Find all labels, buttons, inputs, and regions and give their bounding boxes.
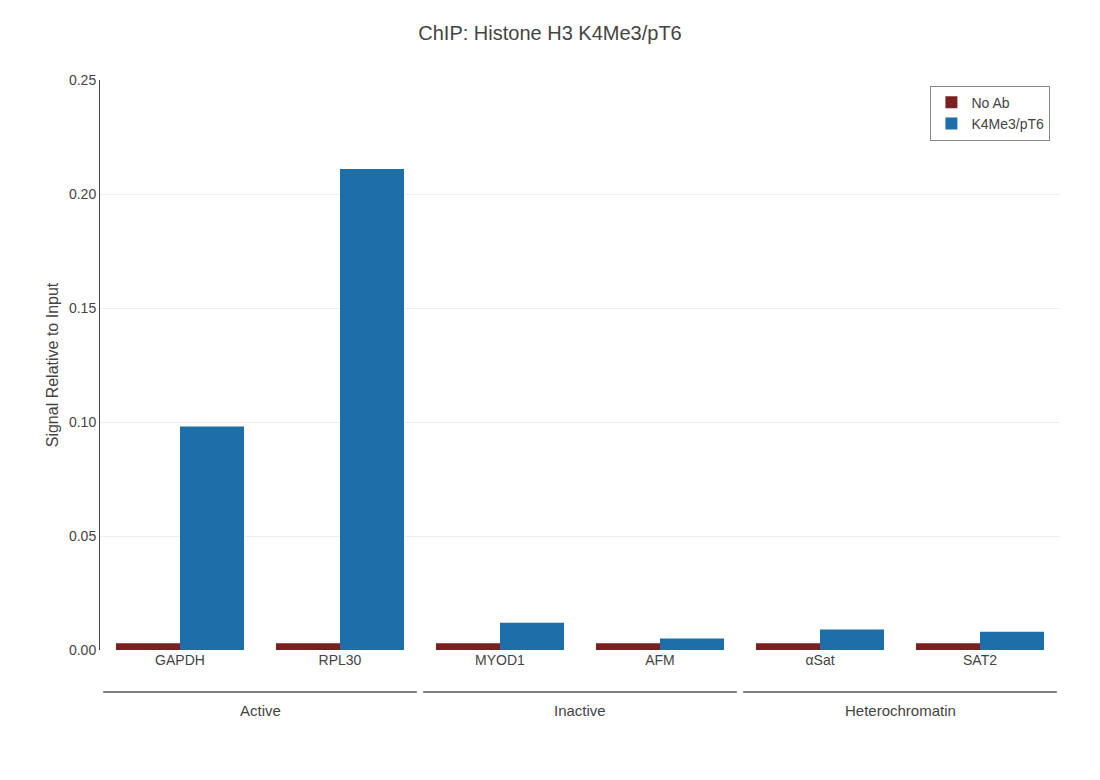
- svg-text:0.20: 0.20: [69, 186, 96, 202]
- svg-text:AFM: AFM: [645, 652, 675, 668]
- svg-text:K4Me3/pT6: K4Me3/pT6: [971, 116, 1044, 132]
- svg-text:0.25: 0.25: [69, 72, 96, 88]
- svg-text:MYOD1: MYOD1: [475, 652, 525, 668]
- svg-text:Signal Relative to Input: Signal Relative to Input: [44, 282, 61, 447]
- svg-text:0.15: 0.15: [69, 300, 96, 316]
- svg-text:Active: Active: [240, 702, 281, 719]
- svg-text:Heterochromatin: Heterochromatin: [845, 702, 956, 719]
- svg-text:ChIP: Histone H3 K4Me3/pT6: ChIP: Histone H3 K4Me3/pT6: [418, 22, 681, 44]
- svg-text:Inactive: Inactive: [554, 702, 606, 719]
- svg-text:0.10: 0.10: [69, 414, 96, 430]
- svg-text:0.00: 0.00: [69, 642, 96, 658]
- svg-text:SAT2: SAT2: [963, 652, 997, 668]
- svg-text:RPL30: RPL30: [319, 652, 362, 668]
- svg-text:GAPDH: GAPDH: [155, 652, 205, 668]
- svg-text:αSat: αSat: [805, 652, 834, 668]
- svg-text:0.05: 0.05: [69, 528, 96, 544]
- svg-text:No Ab: No Ab: [971, 95, 1009, 111]
